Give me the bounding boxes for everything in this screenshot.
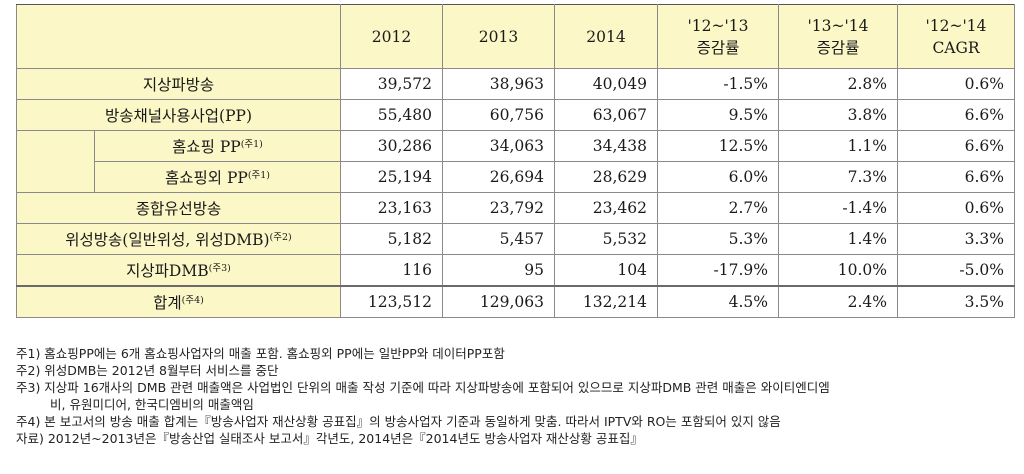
cell-2014: 40,049 xyxy=(554,68,658,100)
cell-change-12-13: 6.0% xyxy=(657,161,779,193)
cell-2014: 34,438 xyxy=(554,130,658,162)
table-row: 지상파DMB(주3) 116 95 104 -17.9% 10.0% -5.0% xyxy=(16,254,1015,287)
cell-2012: 39,572 xyxy=(340,68,443,100)
cell-cagr: 6.6% xyxy=(897,161,1015,193)
header-2013: 2013 xyxy=(442,4,555,69)
cell-2013: 34,063 xyxy=(442,130,555,162)
table-row: 홈쇼핑 PP(주1) 30,286 34,063 34,438 12.5% 1.… xyxy=(16,130,1015,193)
footnote-3-line-2: 비, 유원미디어, 한국디엠비의 매출액임 xyxy=(50,397,254,412)
cell-change-13-14: 2.8% xyxy=(778,68,898,100)
cell-change-13-14: 10.0% xyxy=(778,254,898,287)
row-label: 종합유선방송 xyxy=(16,192,341,224)
cell-2013: 38,963 xyxy=(442,68,555,100)
cell-2013: 60,756 xyxy=(442,99,555,131)
cell-change-12-13: -17.9% xyxy=(657,254,779,287)
cell-2013: 26,694 xyxy=(442,161,555,193)
cell-cagr: 0.6% xyxy=(897,68,1015,100)
cell-2012: 116 xyxy=(340,254,443,287)
cell-change-12-13: 9.5% xyxy=(657,99,779,131)
footnote-3: 주3) 지상파 16개사의 DMB 관련 매출액은 사업법인 단위의 매출 작성… xyxy=(16,379,1016,413)
cell-cagr: 3.5% xyxy=(897,285,1015,318)
total-row: 합계(주4) 123,512 129,063 132,214 4.5% 2.4%… xyxy=(16,285,1015,318)
footnote-4: 주4) 본 보고서의 방송 매출 합계는『방송사업자 재산상황 공표집』의 방송… xyxy=(16,414,781,429)
cell-2012: 123,512 xyxy=(340,285,443,318)
footnote-3-line-1: 주3) 지상파 16개사의 DMB 관련 매출액은 사업법인 단위의 매출 작성… xyxy=(16,380,830,395)
header-cagr: '12~'14 CAGR xyxy=(897,4,1015,69)
header-change-12-13: '12~'13 증감률 xyxy=(657,4,779,69)
table-row: 종합유선방송 23,163 23,792 23,462 2.7% -1.4% 0… xyxy=(16,192,1015,224)
header-corner xyxy=(16,4,341,69)
cell-2012: 5,182 xyxy=(340,223,443,255)
cell-change-13-14: 1.1% xyxy=(778,130,898,162)
row-label: 지상파방송 xyxy=(16,68,341,100)
cell-2012: 25,194 xyxy=(340,161,443,193)
cell-2014: 63,067 xyxy=(554,99,658,131)
cell-2013: 129,063 xyxy=(442,285,555,318)
cell-2013: 5,457 xyxy=(442,223,555,255)
row-label: 합계(주4) xyxy=(16,285,341,318)
row-label: 방송채널사용사업(PP) xyxy=(16,99,341,131)
cell-2014: 28,629 xyxy=(554,161,658,193)
header-2012: 2012 xyxy=(340,4,443,69)
source-note: 자료) 2012년~2013년은『방송산업 실태조사 보고서』각년도, 2014… xyxy=(16,431,643,446)
row-label: 위성방송(일반위성, 위성DMB)(주2) xyxy=(16,223,341,255)
table-row: 위성방송(일반위성, 위성DMB)(주2) 5,182 5,457 5,532 … xyxy=(16,223,1015,255)
cell-2013: 95 xyxy=(442,254,555,287)
cell-2013: 23,792 xyxy=(442,192,555,224)
cell-cagr: 6.6% xyxy=(897,130,1015,162)
header-2014: 2014 xyxy=(554,4,658,69)
row-label: 홈쇼핑외 PP(주1) xyxy=(94,161,341,193)
cell-2012: 55,480 xyxy=(340,99,443,131)
header-change-13-14: '13~'14 증감률 xyxy=(778,4,898,69)
header-row: 2012 2013 2014 '12~'13 증감률 '13~'14 증감률 '12… xyxy=(16,4,1015,69)
cell-2014: 104 xyxy=(554,254,658,287)
cell-change-13-14: 3.8% xyxy=(778,99,898,131)
cell-change-12-13: 2.7% xyxy=(657,192,779,224)
row-label: 홈쇼핑 PP(주1) xyxy=(94,130,341,162)
cell-2012: 30,286 xyxy=(340,130,443,162)
row-label: 지상파DMB(주3) xyxy=(16,254,341,287)
cell-change-13-14: 1.4% xyxy=(778,223,898,255)
cell-2014: 5,532 xyxy=(554,223,658,255)
cell-change-12-13: 4.5% xyxy=(657,285,779,318)
cell-change-13-14: -1.4% xyxy=(778,192,898,224)
revenue-table: 2012 2013 2014 '12~'13 증감률 '13~'14 증감률 '12… xyxy=(16,4,1015,318)
cell-change-12-13: 5.3% xyxy=(657,223,779,255)
cell-change-12-13: -1.5% xyxy=(657,68,779,100)
cell-change-13-14: 7.3% xyxy=(778,161,898,193)
footnote-1: 주1) 홈쇼핑PP에는 6개 홈쇼핑사업자의 매출 포함. 홈쇼핑외 PP에는 … xyxy=(16,346,505,361)
cell-2014: 23,462 xyxy=(554,192,658,224)
cell-cagr: 0.6% xyxy=(897,192,1015,224)
cell-2014: 132,214 xyxy=(554,285,658,318)
cell-cagr: -5.0% xyxy=(897,254,1015,287)
footnotes: 주1) 홈쇼핑PP에는 6개 홈쇼핑사업자의 매출 포함. 홈쇼핑외 PP에는 … xyxy=(16,345,1016,447)
cell-2012: 23,163 xyxy=(340,192,443,224)
table-row: 방송채널사용사업(PP) 55,480 60,756 63,067 9.5% 3… xyxy=(16,99,1015,131)
table-row: 홈쇼핑외 PP(주1) 25,194 26,694 28,629 6.0% 7.… xyxy=(17,161,1015,193)
indent-cell xyxy=(16,130,95,193)
cell-cagr: 6.6% xyxy=(897,99,1015,131)
cell-change-13-14: 2.4% xyxy=(778,285,898,318)
table-row: 지상파방송 39,572 38,963 40,049 -1.5% 2.8% 0.… xyxy=(16,68,1015,100)
footnote-2: 주2) 위성DMB는 2012년 8월부터 서비스를 중단 xyxy=(16,363,279,378)
cell-change-12-13: 12.5% xyxy=(657,130,779,162)
cell-cagr: 3.3% xyxy=(897,223,1015,255)
